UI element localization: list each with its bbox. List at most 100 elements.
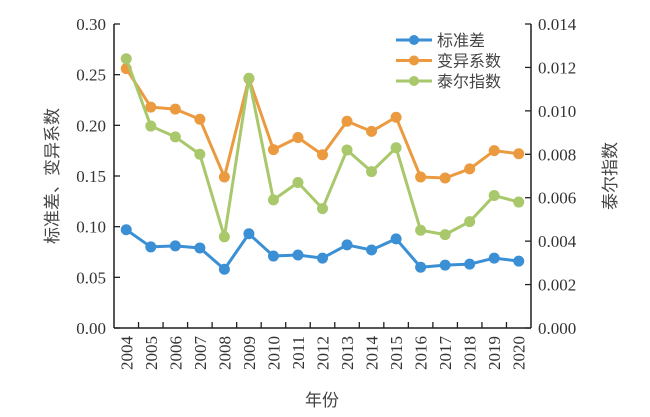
- x-tick-label: 2020: [510, 336, 529, 370]
- data-point: [194, 113, 206, 125]
- data-point: [415, 261, 427, 273]
- data-point: [390, 111, 402, 123]
- data-point: [341, 239, 353, 251]
- data-point: [488, 252, 500, 264]
- y-right-tick-label: 0.010: [538, 102, 576, 121]
- y-left-tick-label: 0.25: [76, 66, 106, 85]
- data-point: [464, 216, 476, 228]
- x-tick-label: 2004: [117, 336, 136, 371]
- x-tick-label: 2006: [166, 336, 185, 370]
- x-tick-label: 2009: [240, 336, 259, 370]
- data-point: [120, 53, 132, 65]
- data-point: [267, 144, 279, 156]
- data-point: [439, 229, 451, 241]
- data-point: [366, 244, 378, 256]
- data-point: [317, 203, 328, 215]
- y-axis-right-title: 泰尔指数: [601, 142, 621, 210]
- data-point: [169, 240, 181, 252]
- y-left-tick-label: 0.00: [76, 319, 106, 338]
- data-point: [243, 72, 255, 84]
- series-group: [120, 53, 525, 275]
- x-tick-label: 2007: [191, 336, 210, 371]
- y-axis-left-title: 标准差、变异系数: [43, 108, 63, 244]
- data-point: [366, 166, 378, 178]
- legend-label: 标准差: [437, 31, 485, 50]
- data-point: [488, 190, 500, 202]
- data-point: [145, 241, 157, 253]
- data-point: [317, 252, 328, 264]
- data-point: [341, 115, 353, 127]
- data-point: [513, 255, 525, 267]
- legend-marker: [409, 76, 419, 86]
- x-tick-label: 2019: [485, 336, 504, 370]
- legend-marker: [409, 35, 419, 45]
- data-point: [292, 177, 304, 189]
- data-point: [464, 163, 476, 175]
- data-point: [243, 228, 255, 240]
- data-point: [120, 224, 132, 236]
- data-point: [415, 171, 427, 183]
- y-right-tick-label: 0.012: [538, 58, 576, 77]
- y-right-tick-label: 0.006: [538, 189, 576, 208]
- data-point: [218, 171, 230, 183]
- y-right-tick-label: 0.008: [538, 145, 576, 164]
- y-left-tick-label: 0.30: [76, 15, 106, 34]
- x-tick-label: 2016: [412, 336, 431, 370]
- data-point: [390, 233, 402, 245]
- data-point: [218, 263, 230, 275]
- data-point: [267, 250, 279, 262]
- data-point: [145, 101, 157, 113]
- x-tick-label: 2017: [436, 336, 455, 371]
- x-tick-label: 2005: [142, 336, 161, 370]
- series-2: [120, 63, 525, 184]
- y-left-tick-label: 0.20: [76, 116, 106, 135]
- data-point: [513, 196, 525, 208]
- x-tick-label: 2012: [314, 336, 333, 370]
- data-point: [439, 259, 451, 271]
- x-tick-label: 2013: [338, 336, 357, 370]
- series-1: [120, 224, 525, 275]
- data-point: [464, 258, 476, 270]
- y-right-tick-label: 0.002: [538, 276, 576, 295]
- y-left-tick-label: 0.05: [76, 268, 106, 287]
- data-point: [218, 231, 230, 243]
- legend-label: 变异系数: [437, 52, 501, 71]
- y-right-tick-label: 0.000: [538, 319, 576, 338]
- legend-item: 标准差: [396, 31, 485, 50]
- x-tick-label: 2011: [289, 336, 308, 369]
- series-3: [120, 53, 525, 243]
- y-left-tick-label: 0.10: [76, 218, 106, 237]
- y-left-tick-label: 0.15: [76, 167, 106, 186]
- legend-marker: [409, 55, 419, 66]
- data-point: [194, 242, 206, 254]
- axes: 0.00 0.05 0.10 0.15 0.20 0.25 0.30 0.000 0.002 0.…: [76, 15, 577, 370]
- data-point: [292, 249, 304, 261]
- data-point: [194, 148, 206, 160]
- data-point: [513, 148, 525, 160]
- y-right-tick-label: 0.004: [538, 232, 577, 251]
- data-point: [169, 103, 181, 115]
- data-point: [169, 131, 181, 143]
- data-point: [341, 144, 353, 156]
- data-point: [488, 145, 500, 157]
- x-tick-label: 2015: [387, 336, 406, 370]
- data-point: [366, 125, 378, 137]
- data-point: [145, 120, 157, 132]
- legend-item: 变异系数: [396, 52, 501, 71]
- x-tick-label: 2014: [363, 336, 382, 371]
- data-point: [317, 149, 328, 161]
- y-right-tick-label: 0.014: [538, 15, 577, 34]
- data-point: [439, 172, 451, 184]
- legend-item: 泰尔指数: [396, 72, 501, 91]
- data-point: [415, 224, 427, 236]
- data-point: [267, 194, 279, 206]
- x-tick-label: 2010: [264, 336, 283, 370]
- data-point: [390, 142, 402, 154]
- x-tick-label: 2008: [215, 336, 234, 370]
- data-point: [292, 131, 304, 143]
- legend-label: 泰尔指数: [437, 72, 501, 91]
- x-axis-title: 年份: [305, 391, 339, 411]
- x-tick-label: 2018: [461, 336, 480, 370]
